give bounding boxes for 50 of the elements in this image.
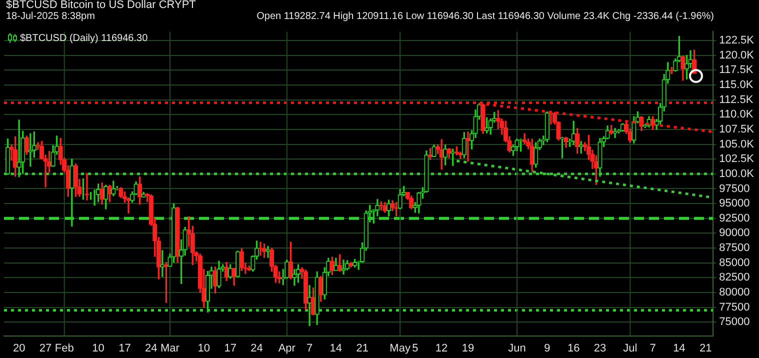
x-tick-label: Apr: [278, 342, 296, 354]
y-tick-label: 122.5K: [719, 34, 755, 47]
x-tick-label: May: [390, 342, 411, 354]
y-tick-label: 107.5K: [719, 123, 755, 136]
text: Open 119282.74 High 120911.16 Low 116946.30 Last 116946.30 Volume 23.4K Chg -2336.44 (-1.96%): [256, 11, 714, 22]
x-tick-label: 17: [224, 342, 236, 354]
x-tick-label: 27: [39, 342, 52, 354]
y-tick-label: 117.5K: [719, 64, 754, 76]
x-tick-label: 21: [356, 342, 368, 354]
y-tick-label: 82500: [719, 272, 750, 284]
x-tick-label: 24: [250, 342, 263, 354]
y-tick-label: 90000: [719, 227, 750, 240]
x-tick-label: 17: [118, 342, 131, 354]
y-tick-label: 112.5K: [719, 94, 754, 106]
x-tick-label: 16: [567, 342, 580, 354]
y-tick-label: 115.0K: [719, 79, 754, 91]
x-tick-label: 12: [435, 342, 448, 354]
y-tick-label: 100.0K: [719, 168, 755, 180]
y-tick-label: 105.0K: [719, 138, 755, 150]
y-tick-label: 110.0K: [719, 108, 754, 121]
x-tick-label: 10: [198, 342, 210, 354]
x-tick-label: Mar: [160, 342, 180, 354]
legend-label: $BTCUSD (Daily) 116946.30: [20, 32, 148, 44]
x-tick-label: 7: [306, 342, 313, 354]
x-tick-label: 7: [650, 342, 656, 354]
x-tick-label: 21: [699, 342, 712, 354]
y-tick-label: 95000: [719, 198, 750, 210]
y-tick-label: 92500: [719, 212, 750, 224]
y-tick-label: 97500: [719, 182, 750, 195]
y-tick-label: 85000: [719, 256, 750, 269]
x-tick-label: 14: [673, 342, 686, 354]
y-tick-label: 75000: [719, 316, 750, 328]
y-tick-label: 120.0K: [719, 49, 755, 62]
chart-subtitle: 18-Jul-2025 8:38pm: [6, 11, 95, 22]
chart-title: $BTCUSD Bitcoin to US Dollar CRYPT: [6, 0, 196, 11]
x-tick-label: 10: [92, 342, 104, 354]
x-tick-label: 19: [462, 342, 474, 354]
y-tick-label: 102.5K: [719, 153, 755, 166]
x-tick-label: 20: [12, 342, 26, 354]
x-tick-label: Jun: [508, 342, 526, 354]
x-tick-label: 5: [412, 342, 418, 354]
x-tick-label: 14: [330, 342, 342, 354]
y-tick-label: 87500: [719, 242, 750, 254]
x-tick-label: Feb: [54, 342, 74, 354]
x-tick-label: 23: [594, 342, 606, 354]
x-tick-label: Jul: [623, 342, 638, 354]
x-tick-label: 24: [144, 342, 158, 354]
y-tick-label: 80000: [719, 286, 750, 299]
y-tick-label: 77500: [719, 301, 750, 314]
x-tick-label: 9: [544, 342, 550, 354]
